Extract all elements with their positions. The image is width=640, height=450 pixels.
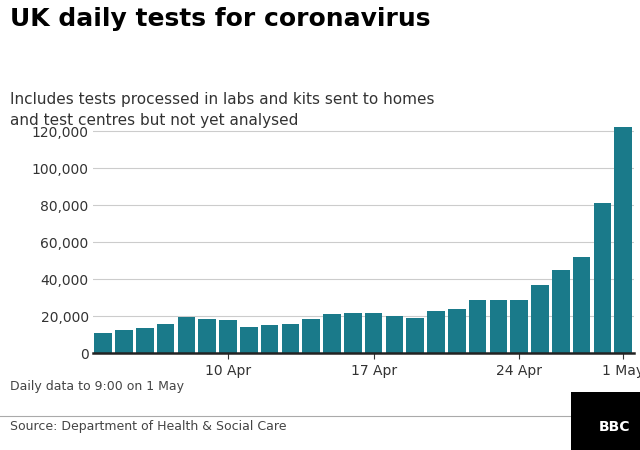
Bar bbox=[260, 325, 278, 353]
Bar bbox=[136, 328, 154, 353]
Bar bbox=[282, 324, 300, 353]
Bar bbox=[614, 127, 632, 353]
Bar bbox=[448, 309, 466, 353]
Text: Daily data to 9:00 on 1 May: Daily data to 9:00 on 1 May bbox=[10, 380, 184, 393]
Bar bbox=[531, 285, 549, 353]
Bar bbox=[344, 314, 362, 353]
Text: Source: Department of Health & Social Care: Source: Department of Health & Social Ca… bbox=[10, 420, 286, 433]
Bar bbox=[365, 314, 383, 353]
Bar bbox=[427, 310, 445, 353]
Bar bbox=[240, 327, 258, 353]
Text: BBC: BBC bbox=[599, 420, 630, 434]
Bar bbox=[593, 203, 611, 353]
Bar bbox=[573, 257, 591, 353]
Bar bbox=[385, 316, 403, 353]
Bar bbox=[177, 317, 195, 353]
Bar bbox=[510, 300, 528, 353]
Bar bbox=[468, 301, 486, 353]
Text: Includes tests processed in labs and kits sent to homes
and test centres but not: Includes tests processed in labs and kit… bbox=[10, 92, 434, 128]
Bar bbox=[219, 320, 237, 353]
Bar bbox=[323, 315, 341, 353]
Bar bbox=[302, 319, 320, 353]
Bar bbox=[490, 300, 508, 353]
Bar bbox=[406, 318, 424, 353]
Text: UK daily tests for coronavirus: UK daily tests for coronavirus bbox=[10, 7, 430, 31]
Bar bbox=[198, 319, 216, 353]
Bar bbox=[552, 270, 570, 353]
Bar bbox=[94, 333, 112, 353]
Bar bbox=[115, 330, 133, 353]
Bar bbox=[157, 324, 175, 353]
